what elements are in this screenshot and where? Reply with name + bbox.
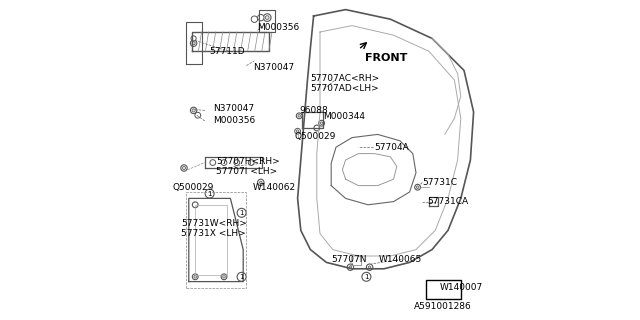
Text: 1: 1: [239, 210, 244, 216]
Text: 1: 1: [207, 191, 212, 196]
Text: 1: 1: [239, 274, 244, 280]
Circle shape: [182, 166, 186, 170]
Circle shape: [192, 202, 198, 208]
Text: 57707AC<RH>: 57707AC<RH>: [310, 74, 380, 83]
Circle shape: [221, 160, 227, 165]
Circle shape: [314, 125, 320, 131]
Text: Q500029: Q500029: [172, 183, 214, 192]
Circle shape: [295, 128, 301, 134]
Circle shape: [223, 276, 225, 278]
Circle shape: [181, 165, 187, 171]
Circle shape: [415, 184, 420, 190]
Circle shape: [237, 208, 246, 217]
FancyBboxPatch shape: [426, 280, 461, 299]
Text: 57731X <LH>: 57731X <LH>: [181, 229, 246, 238]
Text: W140065: W140065: [380, 255, 422, 264]
Circle shape: [234, 160, 240, 165]
Circle shape: [191, 107, 197, 114]
Circle shape: [362, 272, 371, 281]
Circle shape: [260, 181, 262, 184]
Text: N370047: N370047: [253, 63, 294, 72]
Circle shape: [237, 272, 246, 281]
Text: M000344: M000344: [323, 112, 365, 121]
Circle shape: [417, 186, 419, 188]
Circle shape: [210, 160, 216, 165]
Text: 57707I <LH>: 57707I <LH>: [216, 167, 277, 176]
Circle shape: [296, 113, 302, 119]
Text: 57731W<RH>: 57731W<RH>: [181, 220, 246, 228]
Circle shape: [258, 179, 264, 186]
Text: W140062: W140062: [253, 183, 296, 192]
Text: 57707N: 57707N: [332, 255, 367, 264]
Text: A591001286: A591001286: [415, 302, 472, 311]
Circle shape: [367, 264, 372, 270]
Circle shape: [248, 160, 254, 165]
Text: 96088: 96088: [300, 106, 328, 115]
Circle shape: [258, 14, 264, 21]
Circle shape: [298, 115, 301, 117]
Text: M000356: M000356: [258, 23, 300, 32]
Circle shape: [265, 16, 269, 20]
Circle shape: [191, 36, 196, 41]
Circle shape: [192, 109, 195, 112]
Circle shape: [205, 189, 214, 198]
Text: 57731CA: 57731CA: [428, 197, 468, 206]
Circle shape: [194, 276, 196, 278]
Circle shape: [264, 14, 271, 21]
Text: Q500029: Q500029: [294, 132, 336, 140]
Text: N370047: N370047: [212, 104, 254, 113]
Circle shape: [195, 112, 201, 118]
Text: W140007: W140007: [440, 284, 483, 292]
Circle shape: [191, 40, 197, 46]
Circle shape: [319, 120, 324, 126]
Text: FRONT: FRONT: [365, 52, 407, 63]
Circle shape: [296, 130, 299, 132]
Text: 57711D: 57711D: [210, 47, 245, 56]
Text: 57707AD<LH>: 57707AD<LH>: [310, 84, 379, 92]
Text: 57704A: 57704A: [374, 143, 409, 152]
Circle shape: [369, 266, 371, 268]
Text: 57707H<RH>: 57707H<RH>: [216, 157, 280, 166]
Circle shape: [192, 274, 198, 280]
Text: M000356: M000356: [212, 116, 255, 124]
Circle shape: [251, 16, 257, 22]
Circle shape: [321, 122, 323, 124]
Circle shape: [347, 264, 353, 270]
Text: 1: 1: [364, 274, 369, 280]
Circle shape: [349, 266, 352, 268]
Circle shape: [221, 274, 227, 280]
Circle shape: [192, 42, 195, 45]
Text: 57731C: 57731C: [422, 178, 458, 187]
